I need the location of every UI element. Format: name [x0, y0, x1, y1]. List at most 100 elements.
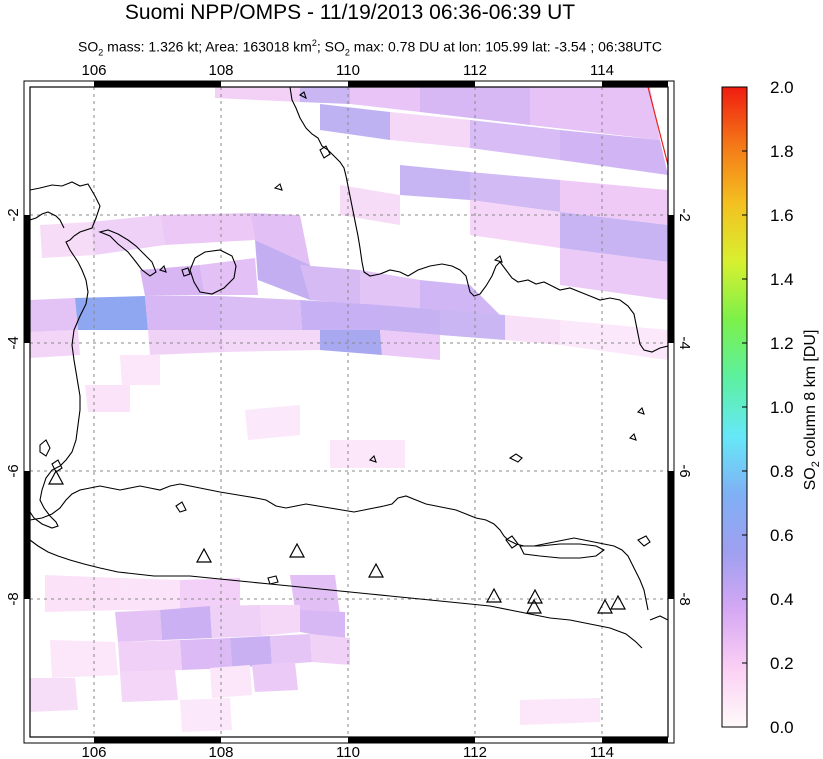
so2-pixel — [350, 87, 420, 112]
volcano-marker — [47, 469, 65, 485]
lat-tick-left: -8 — [5, 592, 22, 605]
so2-pixel — [120, 670, 178, 702]
so2-pixel — [330, 440, 405, 468]
so2-pixel — [380, 330, 440, 360]
so2-pixel — [210, 605, 262, 638]
so2-pixel — [470, 172, 560, 212]
so2-pixel — [120, 355, 160, 385]
so2-pixel — [300, 300, 380, 330]
colorbar-label: SO2 column 8 km [DU] — [802, 330, 822, 491]
volcano-marker — [288, 542, 306, 558]
coast-island-small6 — [319, 145, 331, 159]
coast-island-small15 — [505, 535, 519, 549]
so2-pixel — [440, 310, 505, 340]
top-scale-bar — [94, 81, 221, 87]
so2-pixel — [560, 130, 668, 175]
so2-pixel — [180, 578, 240, 612]
colorbar-tick-label: 0.0 — [770, 718, 794, 737]
volcano-marker — [485, 587, 503, 603]
coast-island-small2 — [51, 459, 63, 473]
so2-pixel — [220, 296, 302, 330]
outer-frame — [23, 80, 675, 744]
so2-pixel — [300, 87, 350, 104]
colorbar-label-so: SO — [802, 467, 819, 490]
colorbar-tick-label: 2.0 — [770, 78, 794, 97]
colorbar-tick-label: 1.4 — [770, 270, 794, 289]
so2-pixel — [250, 213, 310, 265]
coast-island-small12 — [368, 454, 377, 463]
volcano-marker — [525, 598, 543, 614]
so2-pixel — [470, 120, 560, 160]
gridlines — [30, 87, 668, 737]
subtitle-max-sub: 2 — [344, 47, 350, 58]
colorbar-tick-label: 1.0 — [770, 398, 794, 417]
so2-pixel — [420, 87, 530, 125]
lat-tick-right: -8 — [676, 592, 693, 605]
so2-pixel — [30, 678, 78, 712]
coast-island-small14 — [637, 535, 651, 547]
lat-tick-right: -4 — [676, 336, 693, 349]
colorbar-tick-label: 0.4 — [770, 590, 794, 609]
left-scale-bar — [24, 215, 30, 343]
volcano-marker — [596, 598, 614, 614]
so2-pixels — [30, 87, 668, 732]
so2-pixel — [140, 265, 205, 296]
lon-tick-top: 114 — [590, 62, 614, 79]
lat-ticks-right: -2 -4 -6 -8 — [676, 208, 693, 605]
coast-madura — [519, 543, 606, 559]
so2-pixel — [115, 610, 162, 642]
so2-pixel — [255, 240, 310, 300]
coast-island-small11 — [636, 406, 645, 415]
so2-pixel — [118, 640, 182, 672]
so2-pixel — [260, 605, 300, 636]
so2-pixel — [320, 330, 382, 355]
so2-pixel — [560, 180, 668, 225]
so2-pixel — [270, 634, 312, 665]
lat-tick-left: -4 — [5, 336, 22, 349]
so2-pixel — [290, 575, 340, 615]
coast-island-small3 — [181, 267, 191, 277]
subtitle-mass-text: mass: 1.326 kt; Area: 163018 km — [103, 38, 312, 55]
colorbar-label-sub: 2 — [810, 461, 822, 467]
lon-tick-bottom: 106 — [81, 744, 106, 759]
lat-tick-left: -6 — [5, 464, 22, 477]
so2-pixel — [360, 270, 420, 310]
coast-island-small8 — [493, 255, 503, 263]
so2-pixel — [145, 296, 222, 330]
so2-pixel — [320, 104, 390, 140]
coast-belitung — [189, 249, 237, 295]
so2-pixel — [470, 200, 560, 248]
right-scale-bar — [668, 215, 674, 343]
coast-java-north — [30, 483, 649, 611]
so2-pixel — [310, 634, 350, 665]
top-scale-bar — [602, 81, 668, 87]
colorbar-tick-label: 1.2 — [770, 334, 794, 353]
subtitle-max-prefix: ; SO — [316, 38, 345, 55]
coast-sumatra — [30, 181, 101, 529]
so2-pixel — [40, 222, 95, 258]
coast-bali — [649, 615, 668, 621]
lon-ticks-bottom: 106 108 110 112 114 — [81, 744, 613, 759]
so2-pixel — [180, 698, 232, 732]
volcano-marker — [367, 562, 385, 578]
coast-island-small13 — [175, 501, 187, 513]
so2-pixel — [30, 330, 80, 358]
colorbar-tick-label: 1.8 — [770, 142, 794, 161]
coast-island-small9 — [508, 453, 523, 463]
lon-tick-bottom: 110 — [336, 744, 360, 759]
swath-edge-line — [647, 86, 669, 166]
lon-tick-top: 110 — [336, 62, 360, 79]
colorbar-ticks: 2.0 1.8 1.6 1.4 1.2 1.0 0.8 0.6 0.4 0.2 0.0 — [742, 78, 794, 737]
lon-tick-bottom: 112 — [463, 744, 487, 759]
so2-pixel — [215, 87, 300, 102]
subtitle-so2-prefix: SO — [78, 38, 99, 55]
so2-pixel — [30, 298, 78, 332]
coast-island-small5 — [298, 91, 307, 100]
so2-pixel — [252, 662, 298, 692]
coast-java-south — [30, 539, 643, 649]
coast-island-small16 — [267, 575, 279, 585]
so2-pixel — [300, 610, 345, 640]
so2-pixel — [560, 248, 668, 300]
coastlines — [30, 87, 668, 649]
so2-pixel — [200, 258, 258, 295]
